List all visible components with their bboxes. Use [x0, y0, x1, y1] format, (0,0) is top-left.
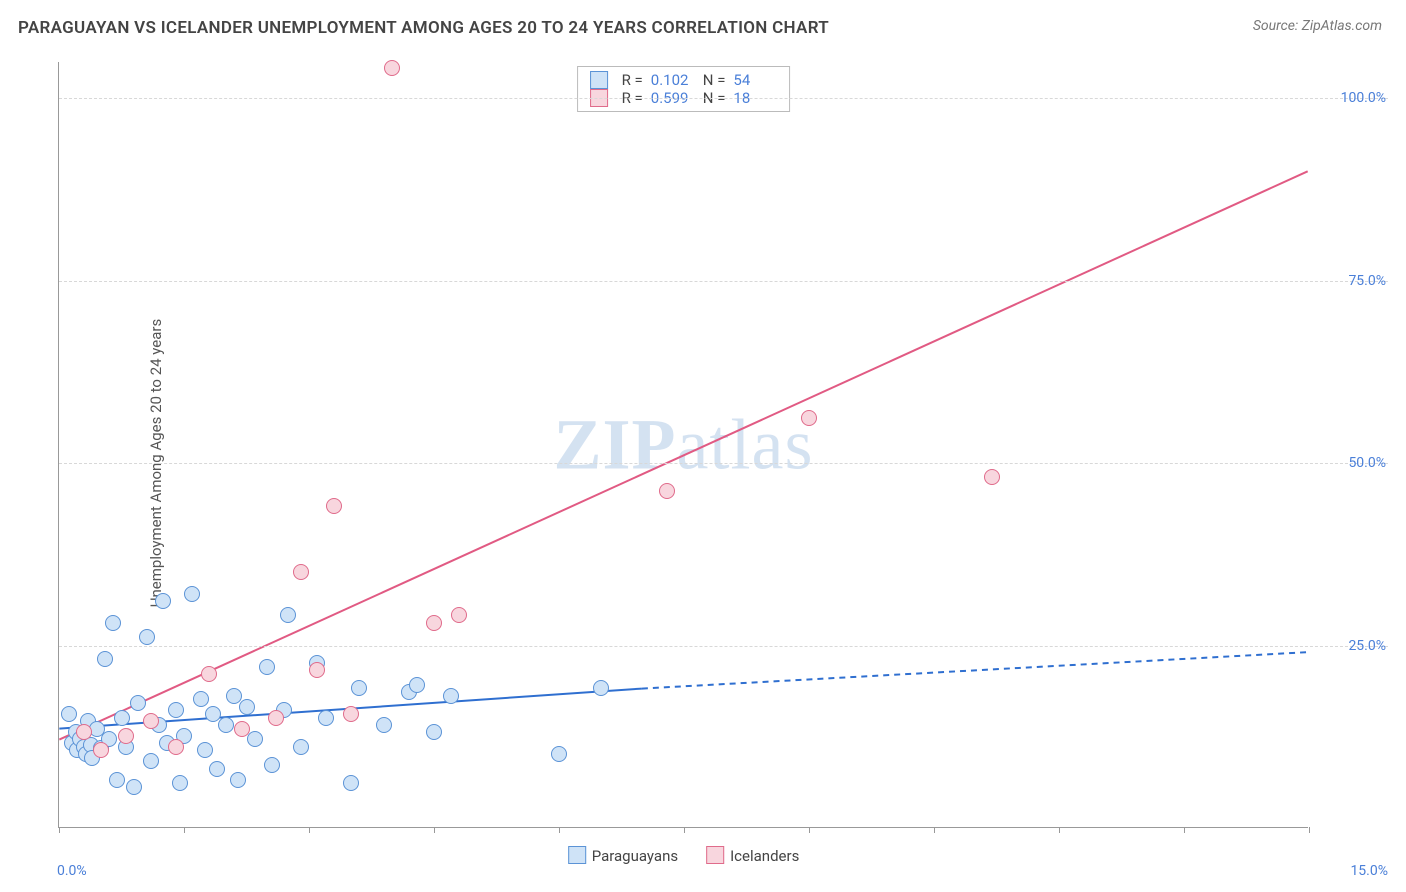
- x-tick: [184, 827, 185, 833]
- gridline-h: [59, 281, 1388, 282]
- gridline-h: [59, 646, 1388, 647]
- data-point: [168, 702, 184, 718]
- plot-area: ZIPatlas R =0.102N =54R =0.599N =18 0.0%…: [58, 62, 1308, 828]
- legend-label: Paraguayans: [592, 847, 678, 865]
- data-point: [293, 564, 309, 580]
- stats-row: R = 0.102 N = 54: [590, 71, 778, 89]
- data-point: [326, 498, 342, 514]
- series-swatch: [590, 71, 608, 89]
- data-point: [143, 753, 159, 769]
- data-point: [118, 728, 134, 744]
- data-point: [551, 746, 567, 762]
- data-point: [209, 761, 225, 777]
- x-tick: [934, 827, 935, 833]
- data-point: [426, 724, 442, 740]
- data-point: [247, 731, 263, 747]
- data-point: [143, 713, 159, 729]
- data-point: [268, 710, 284, 726]
- r-value: 0.102: [651, 71, 695, 89]
- data-point: [984, 469, 1000, 485]
- data-point: [155, 593, 171, 609]
- data-point: [230, 772, 246, 788]
- data-point: [426, 615, 442, 631]
- data-point: [801, 410, 817, 426]
- data-point: [259, 659, 275, 675]
- trend-line: [642, 652, 1308, 688]
- gridline-h: [59, 98, 1388, 99]
- data-point: [234, 721, 250, 737]
- x-tick: [309, 827, 310, 833]
- data-point: [443, 688, 459, 704]
- data-point: [318, 710, 334, 726]
- data-point: [343, 706, 359, 722]
- data-point: [114, 710, 130, 726]
- data-point: [139, 629, 155, 645]
- x-tick: [59, 827, 60, 833]
- data-point: [280, 607, 296, 623]
- data-point: [264, 757, 280, 773]
- data-point: [105, 615, 121, 631]
- n-value: 54: [733, 71, 777, 89]
- legend-swatch: [568, 846, 586, 864]
- data-point: [197, 742, 213, 758]
- x-tick: [434, 827, 435, 833]
- y-tick-label: 25.0%: [1348, 638, 1386, 654]
- legend: Paraguayans Icelanders: [568, 846, 800, 865]
- data-point: [76, 724, 92, 740]
- chart-title: PARAGUAYAN VS ICELANDER UNEMPLOYMENT AMO…: [18, 18, 829, 38]
- data-point: [201, 666, 217, 682]
- trend-line: [59, 171, 1307, 739]
- data-point: [130, 695, 146, 711]
- data-point: [293, 739, 309, 755]
- data-point: [97, 651, 113, 667]
- data-point: [351, 680, 367, 696]
- legend-swatch: [706, 846, 724, 864]
- data-point: [309, 662, 325, 678]
- y-tick-label: 100.0%: [1341, 90, 1386, 106]
- y-tick-label: 50.0%: [1348, 455, 1386, 471]
- data-point: [172, 775, 188, 791]
- r-label: R =: [622, 71, 643, 89]
- data-point: [409, 677, 425, 693]
- legend-item: Paraguayans: [568, 846, 678, 865]
- data-point: [93, 742, 109, 758]
- x-tick: [1184, 827, 1185, 833]
- data-point: [61, 706, 77, 722]
- x-axis-min-label: 0.0%: [57, 863, 87, 879]
- x-tick: [684, 827, 685, 833]
- gridline-h: [59, 463, 1388, 464]
- data-point: [451, 607, 467, 623]
- y-tick-label: 75.0%: [1348, 273, 1386, 289]
- chart-container: Unemployment Among Ages 20 to 24 years Z…: [18, 52, 1388, 874]
- data-point: [376, 717, 392, 733]
- x-tick: [809, 827, 810, 833]
- legend-label: Icelanders: [730, 847, 799, 865]
- data-point: [343, 775, 359, 791]
- n-label: N =: [703, 71, 726, 89]
- data-point: [593, 680, 609, 696]
- data-point: [239, 699, 255, 715]
- x-tick: [559, 827, 560, 833]
- x-tick: [1309, 827, 1310, 833]
- x-axis-max-label: 15.0%: [1350, 863, 1388, 879]
- data-point: [126, 779, 142, 795]
- data-point: [168, 739, 184, 755]
- data-point: [109, 772, 125, 788]
- data-point: [659, 483, 675, 499]
- x-tick: [1059, 827, 1060, 833]
- data-point: [193, 691, 209, 707]
- data-point: [184, 586, 200, 602]
- stats-legend: R =0.102N =54R =0.599N =18: [577, 66, 791, 112]
- data-point: [384, 60, 400, 76]
- source-attribution: Source: ZipAtlas.com: [1253, 18, 1382, 34]
- legend-item: Icelanders: [706, 846, 799, 865]
- data-point: [218, 717, 234, 733]
